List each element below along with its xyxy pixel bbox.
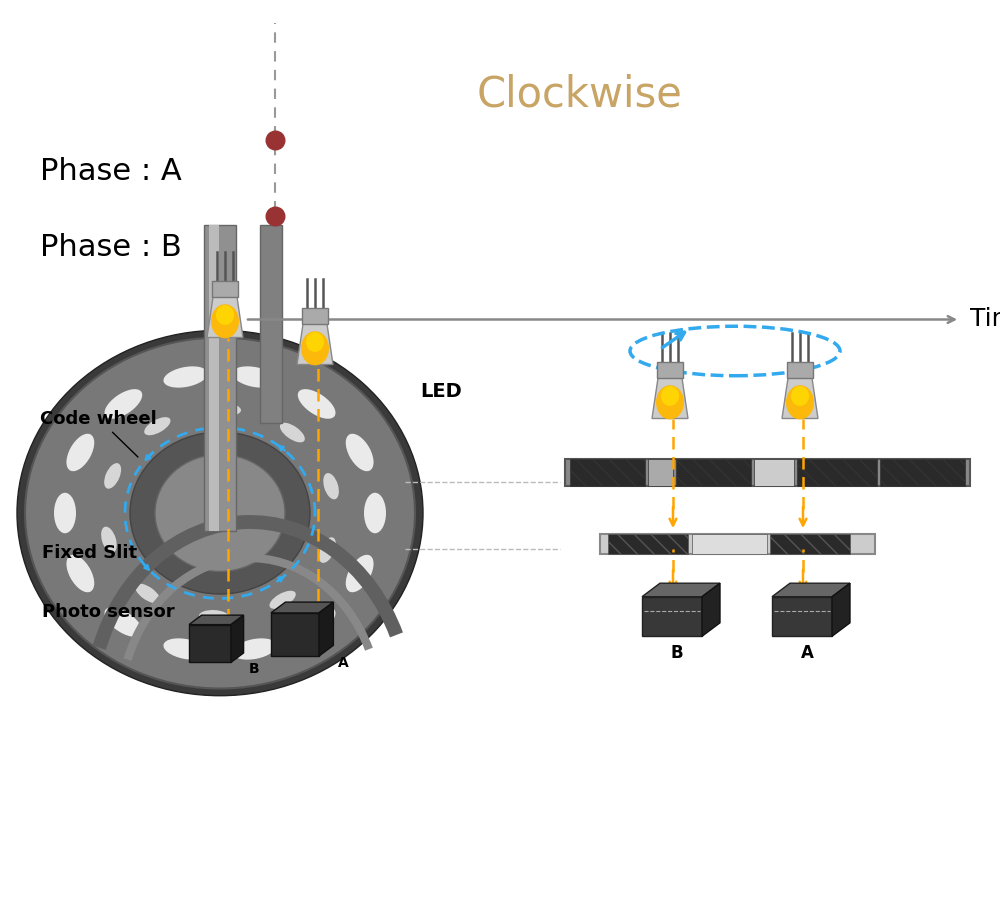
Polygon shape	[189, 616, 244, 625]
Bar	[770, 534, 850, 554]
Bar	[565, 459, 970, 486]
Bar	[692, 534, 767, 554]
Polygon shape	[297, 324, 333, 365]
Bar	[212, 281, 238, 297]
Ellipse shape	[786, 385, 814, 419]
Ellipse shape	[280, 423, 305, 443]
Circle shape	[17, 330, 423, 696]
Circle shape	[25, 338, 415, 688]
Ellipse shape	[661, 386, 679, 406]
Ellipse shape	[135, 583, 160, 603]
Text: Time: Time	[970, 308, 1000, 331]
Polygon shape	[319, 602, 333, 656]
Text: A: A	[801, 644, 813, 662]
Ellipse shape	[232, 638, 277, 660]
Bar	[642, 597, 702, 636]
Text: LED: LED	[420, 382, 462, 401]
Text: Photo sensor: Photo sensor	[42, 603, 175, 621]
Polygon shape	[832, 583, 850, 636]
Polygon shape	[702, 583, 720, 636]
Bar	[600, 534, 875, 554]
Bar	[260, 225, 282, 423]
Bar	[189, 625, 231, 662]
Ellipse shape	[656, 385, 684, 419]
Point	[267, 132, 283, 147]
Ellipse shape	[163, 366, 208, 388]
Ellipse shape	[144, 417, 171, 436]
Ellipse shape	[104, 389, 142, 419]
Bar	[676, 459, 751, 486]
Bar	[570, 459, 645, 486]
Ellipse shape	[66, 554, 94, 592]
Ellipse shape	[301, 331, 329, 365]
Text: Phase : B: Phase : B	[40, 233, 182, 262]
Ellipse shape	[269, 590, 296, 609]
Ellipse shape	[364, 493, 386, 533]
Bar	[648, 459, 673, 486]
Polygon shape	[652, 378, 688, 419]
Polygon shape	[782, 378, 818, 419]
Ellipse shape	[104, 464, 121, 489]
Ellipse shape	[211, 304, 239, 338]
Polygon shape	[231, 616, 244, 662]
Bar	[657, 362, 683, 378]
Ellipse shape	[104, 608, 142, 637]
Ellipse shape	[319, 537, 336, 562]
Bar	[608, 534, 688, 554]
Ellipse shape	[306, 332, 324, 352]
Point	[267, 209, 283, 223]
Text: B: B	[249, 662, 259, 677]
Bar	[204, 225, 236, 531]
Ellipse shape	[791, 386, 809, 406]
Polygon shape	[772, 583, 850, 597]
Text: Clockwise: Clockwise	[477, 74, 683, 115]
Ellipse shape	[216, 305, 234, 325]
Ellipse shape	[101, 526, 117, 553]
Ellipse shape	[346, 434, 374, 472]
Bar	[787, 362, 813, 378]
Text: B: B	[671, 644, 683, 662]
Ellipse shape	[232, 366, 277, 388]
Bar	[302, 308, 328, 324]
Polygon shape	[271, 602, 333, 613]
Text: A: A	[338, 656, 349, 670]
Circle shape	[155, 454, 285, 572]
Bar	[880, 459, 965, 486]
Bar	[797, 459, 877, 486]
Ellipse shape	[66, 434, 94, 472]
Circle shape	[130, 432, 310, 594]
Polygon shape	[642, 583, 720, 597]
Bar	[209, 225, 219, 531]
Ellipse shape	[298, 608, 336, 637]
Bar	[772, 597, 832, 636]
Ellipse shape	[54, 493, 76, 533]
Ellipse shape	[163, 638, 208, 660]
Ellipse shape	[298, 389, 336, 419]
Ellipse shape	[199, 610, 229, 623]
Bar	[271, 613, 319, 656]
Ellipse shape	[346, 554, 374, 592]
Text: Code wheel: Code wheel	[40, 410, 157, 457]
Ellipse shape	[211, 403, 241, 416]
Polygon shape	[207, 297, 243, 338]
Ellipse shape	[323, 473, 339, 500]
Text: Fixed Slit: Fixed Slit	[42, 544, 137, 562]
Bar	[754, 459, 794, 486]
Text: Phase : A: Phase : A	[40, 157, 182, 185]
